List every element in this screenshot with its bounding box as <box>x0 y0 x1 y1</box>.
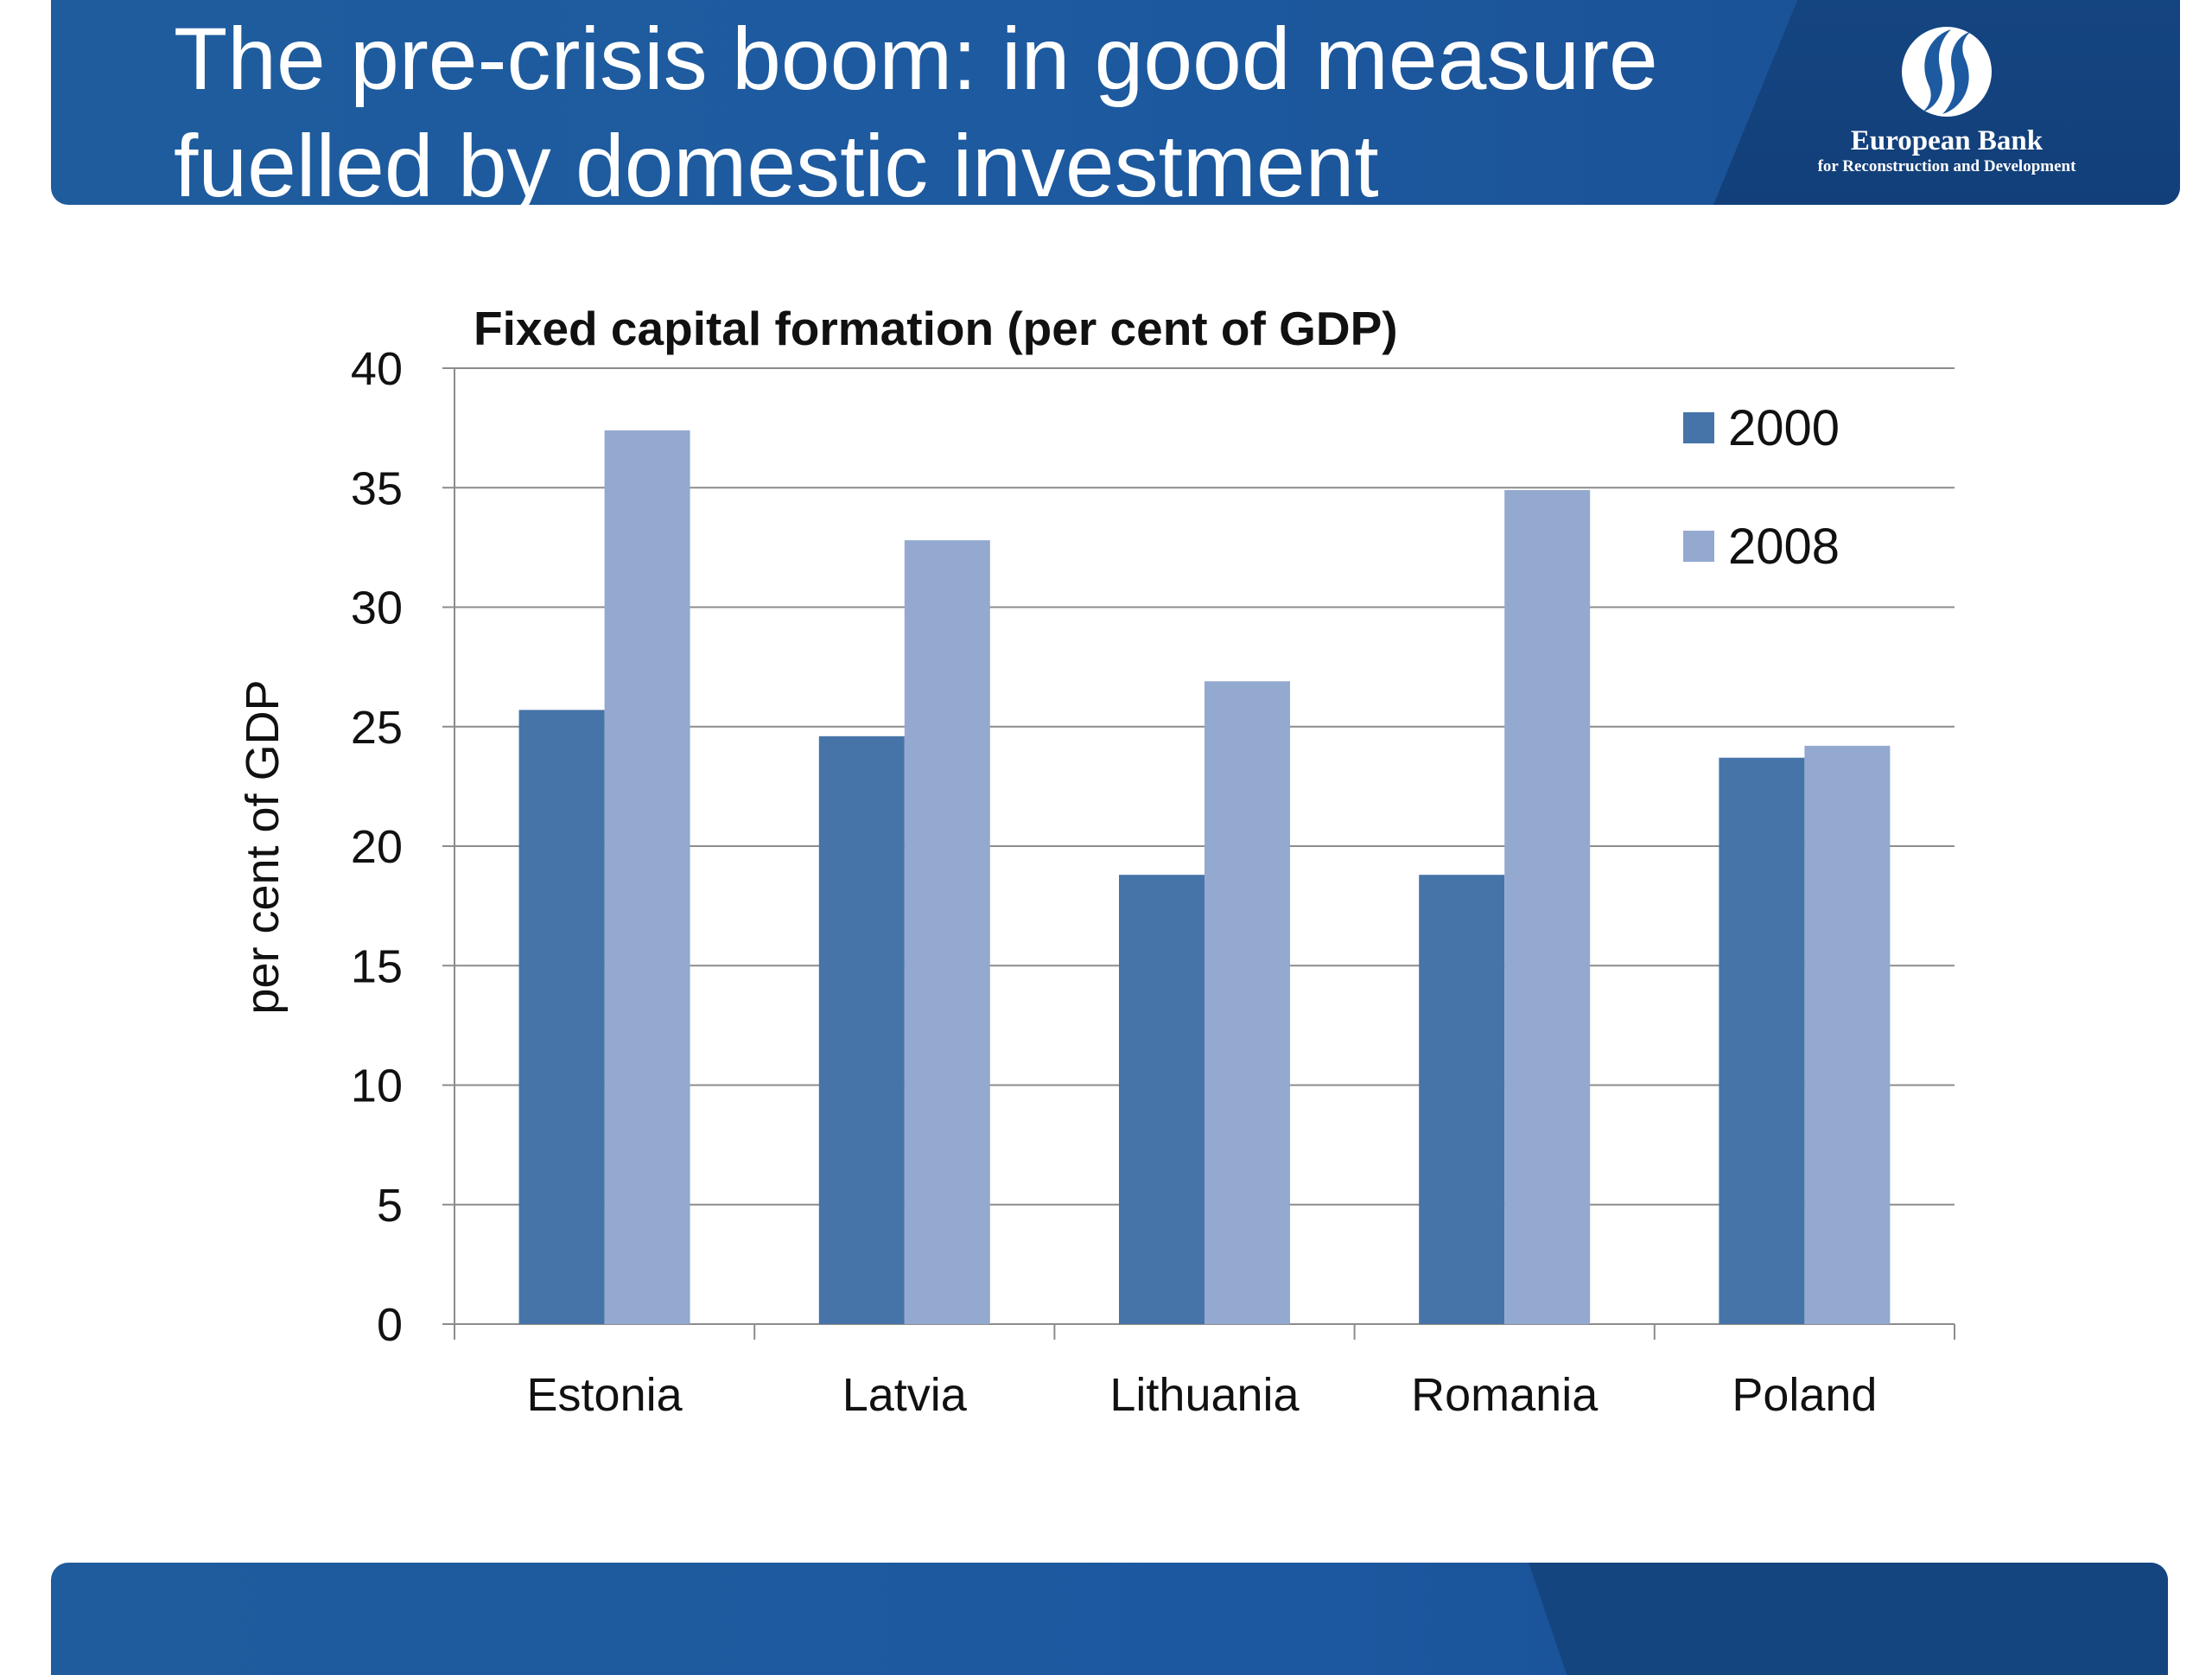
y-tick-label: 40 <box>351 343 403 395</box>
y-tick-label: 30 <box>351 583 403 634</box>
logo-name: European Bank <box>1850 125 2044 156</box>
ebrd-logo-icon <box>1902 27 1992 117</box>
bar-latvia-2008 <box>904 540 990 1324</box>
y-tick-label: 0 <box>377 1299 403 1351</box>
x-tick-label: Poland <box>1732 1369 1877 1421</box>
y-axis-label: per cent of GDP <box>237 679 289 1014</box>
bar-poland-2008 <box>1804 745 1891 1324</box>
x-tick-labels: Estonia Latvia Lithuania Romania Poland <box>527 1369 1878 1421</box>
x-tick-label: Lithuania <box>1109 1369 1300 1421</box>
x-tick-label: Estonia <box>527 1369 683 1421</box>
bar-lithuania-2008 <box>1205 681 1290 1324</box>
y-tick-label: 5 <box>377 1180 403 1232</box>
logo-subtitle: for Reconstruction and Development <box>1817 157 2076 175</box>
legend-label-2000: 2000 <box>1728 400 1840 456</box>
y-tick-label: 15 <box>351 940 403 992</box>
footer-banner-accent <box>1529 1563 2168 1675</box>
bar-poland-2000 <box>1719 757 1805 1324</box>
bar-chart: 0 5 10 15 20 25 30 35 40 Estonia Latvia Lithuania R… <box>237 302 1955 1421</box>
y-tick-labels: 0 5 10 15 20 25 30 35 40 <box>351 343 403 1351</box>
y-tick-label: 25 <box>351 702 403 754</box>
bar-estonia-2008 <box>604 430 690 1324</box>
legend-swatch-2008 <box>1683 531 1714 562</box>
slide-title-line2: fuelled by domestic investment <box>174 117 1379 205</box>
ebrd-logo: European Bank for Reconstruction and Dev… <box>1765 24 2128 188</box>
bar-estonia-2000 <box>518 710 605 1324</box>
y-tick-label: 20 <box>351 821 403 873</box>
legend: 2000 2008 <box>1683 400 1840 575</box>
y-tick-label: 35 <box>351 462 403 514</box>
bar-lithuania-2000 <box>1119 875 1205 1324</box>
slide-title-line1: The pre-crisis boom: in good measure <box>174 10 1658 108</box>
legend-label-2008: 2008 <box>1728 519 1840 575</box>
bar-romania-2000 <box>1419 875 1505 1324</box>
footer-banner <box>51 1563 2168 1675</box>
x-tick-label: Romania <box>1411 1369 1599 1421</box>
bars <box>518 430 1891 1324</box>
bar-latvia-2000 <box>818 736 905 1324</box>
y-tick-label: 10 <box>351 1060 403 1112</box>
slide-title: The pre-crisis boom: in good measure fue… <box>174 5 1658 205</box>
chart-title: Fixed capital formation (per cent of GDP… <box>474 302 1398 355</box>
header-banner: The pre-crisis boom: in good measure fue… <box>51 0 2180 205</box>
x-tick-label: Latvia <box>842 1369 968 1421</box>
bar-romania-2008 <box>1504 490 1591 1324</box>
legend-swatch-2000 <box>1683 412 1714 443</box>
